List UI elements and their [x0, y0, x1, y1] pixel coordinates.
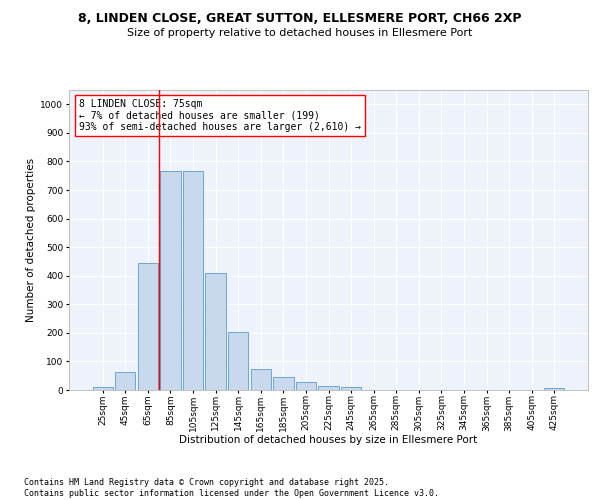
Bar: [115, 372, 136, 390]
Text: 8, LINDEN CLOSE, GREAT SUTTON, ELLESMERE PORT, CH66 2XP: 8, LINDEN CLOSE, GREAT SUTTON, ELLESMERE…: [78, 12, 522, 26]
Bar: [183, 172, 203, 390]
Bar: [296, 382, 316, 390]
Bar: [544, 388, 565, 390]
Bar: [341, 387, 361, 390]
Text: Contains HM Land Registry data © Crown copyright and database right 2025.
Contai: Contains HM Land Registry data © Crown c…: [24, 478, 439, 498]
Bar: [205, 274, 226, 390]
Bar: [92, 387, 113, 390]
Text: 8 LINDEN CLOSE: 75sqm
← 7% of detached houses are smaller (199)
93% of semi-deta: 8 LINDEN CLOSE: 75sqm ← 7% of detached h…: [79, 99, 361, 132]
Bar: [251, 368, 271, 390]
Y-axis label: Number of detached properties: Number of detached properties: [26, 158, 36, 322]
Text: Size of property relative to detached houses in Ellesmere Port: Size of property relative to detached ho…: [127, 28, 473, 38]
X-axis label: Distribution of detached houses by size in Ellesmere Port: Distribution of detached houses by size …: [179, 434, 478, 444]
Bar: [319, 386, 338, 390]
Bar: [273, 377, 293, 390]
Bar: [160, 172, 181, 390]
Bar: [138, 264, 158, 390]
Bar: [228, 332, 248, 390]
